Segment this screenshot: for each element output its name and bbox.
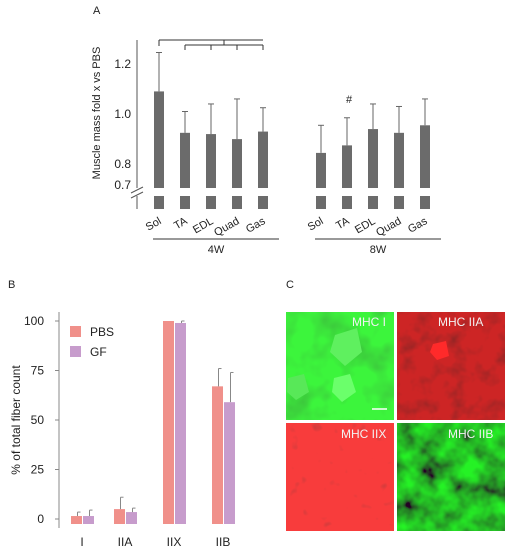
y-tick-label: 50 xyxy=(31,413,45,427)
y-tick-label: 0.7 xyxy=(114,178,131,192)
axis-break-gap xyxy=(367,188,379,196)
x-tick-label: EDL xyxy=(353,215,378,236)
x-tick-label: Gas xyxy=(406,215,430,236)
x-tick-label: IIB xyxy=(216,535,231,549)
legend-label: GF xyxy=(90,345,107,359)
x-tick-label: TA xyxy=(334,215,352,232)
legend-swatch xyxy=(70,346,81,357)
y-tick-label: 1.2 xyxy=(114,57,131,71)
micrograph-label: MHC I xyxy=(352,315,386,329)
axis-break-gap xyxy=(153,188,165,196)
bar xyxy=(232,139,242,209)
legend: PBS GF xyxy=(70,325,114,359)
bar xyxy=(420,125,430,209)
significance-bracket xyxy=(158,39,264,50)
panel-a-axis-break-mark xyxy=(130,191,144,199)
axis-break-gap xyxy=(393,188,405,196)
axis-break-gap xyxy=(315,188,327,196)
panel-c-micrographs: C MHC I MHC IIA MHC IIX MHC IIB xyxy=(286,279,505,531)
y-tick-label: 0 xyxy=(37,512,44,526)
x-tick-label: Quad xyxy=(374,215,403,239)
group-label: 8W xyxy=(370,244,387,256)
panel-b-y-axis-label: % of total fiber count xyxy=(9,365,23,475)
y-tick-label: 0.8 xyxy=(114,157,131,171)
axis-break-gap xyxy=(205,188,217,196)
bar xyxy=(368,129,378,209)
micrograph-mhc-iia: MHC IIA xyxy=(397,312,505,420)
axis-break-gap xyxy=(341,188,353,196)
micrograph-mhc-iix: MHC IIX xyxy=(286,423,394,531)
y-tick-label: 1.0 xyxy=(114,107,131,121)
micrograph-label: MHC IIX xyxy=(341,427,386,441)
bar xyxy=(212,386,223,524)
micrograph-mhc-i: MHC I xyxy=(286,312,394,420)
bar xyxy=(258,131,268,209)
x-tick-label: Sol xyxy=(144,215,164,233)
micrograph-label: MHC IIA xyxy=(438,315,483,329)
axis-break-gap xyxy=(231,188,243,196)
bar xyxy=(114,509,125,524)
legend-swatch xyxy=(70,326,81,337)
panel-a-y-axis-label: Muscle mass fold x vs PBS xyxy=(91,47,103,180)
legend-label: PBS xyxy=(90,325,114,339)
x-tick-label: TA xyxy=(172,215,190,232)
x-tick-label: Quad xyxy=(212,215,241,239)
x-tick-label: Gas xyxy=(244,215,268,236)
y-tick-label: 25 xyxy=(31,463,45,477)
panel-c-label: C xyxy=(286,279,294,291)
bar xyxy=(163,321,174,524)
panel-a-axis-break-mark xyxy=(130,186,144,194)
significance-hash-annotation: # xyxy=(346,94,353,106)
bar xyxy=(224,402,235,524)
bar xyxy=(342,145,352,209)
bar xyxy=(71,516,82,524)
bar xyxy=(83,516,94,524)
bar xyxy=(180,132,190,209)
axis-break-gap xyxy=(419,188,431,196)
y-tick-label: 75 xyxy=(31,364,45,378)
group-label: 4W xyxy=(208,244,225,256)
bar xyxy=(154,91,164,209)
panel-a-bar-chart: A Muscle mass fold x vs PBS 0.7 0.8 1.0 1.2… xyxy=(91,5,441,256)
panel-b-bar-chart: B % of total fiber count 0 25 50 75 100 I IIA… xyxy=(8,279,235,549)
micrograph-label: MHC IIB xyxy=(448,427,493,441)
axis-break-gap xyxy=(257,188,269,196)
x-tick-label: I xyxy=(80,535,83,549)
x-tick-label: Sol xyxy=(306,215,326,233)
y-tick-label: 100 xyxy=(24,314,44,328)
bar xyxy=(394,132,404,209)
axis-break-gap xyxy=(179,188,191,196)
micrograph-mhc-iib: MHC IIB xyxy=(397,423,505,531)
x-tick-label: IIA xyxy=(118,535,133,549)
bar xyxy=(206,134,216,209)
x-tick-label: IIX xyxy=(167,535,182,549)
panel-b-label: B xyxy=(8,279,15,291)
panel-a-label: A xyxy=(93,5,101,17)
bar xyxy=(175,322,186,524)
bar xyxy=(126,512,137,524)
x-tick-label: EDL xyxy=(191,215,216,236)
bar xyxy=(316,152,326,209)
